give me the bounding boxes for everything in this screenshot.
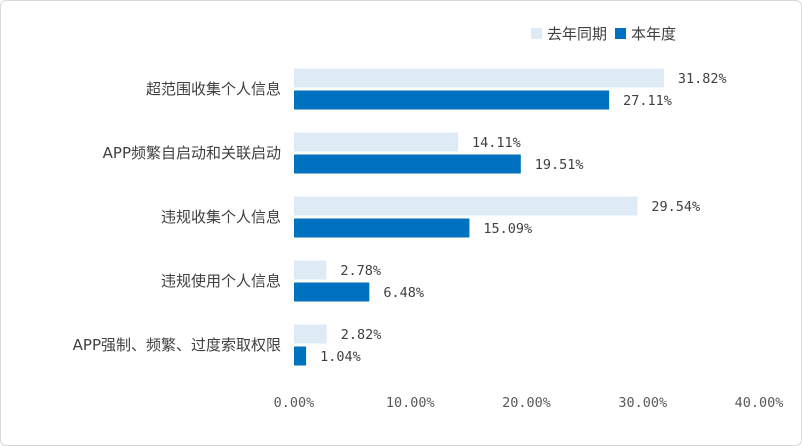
category-label: APP强制、频繁、过度索取权限 bbox=[73, 336, 281, 354]
x-tick-label: 20.00% bbox=[502, 395, 551, 411]
bar-last-year bbox=[294, 132, 459, 152]
category-label: 违规收集个人信息 bbox=[161, 208, 281, 226]
legend: 去年同期 本年度 bbox=[531, 25, 676, 43]
category-label: 超范围收集个人信息 bbox=[146, 80, 281, 98]
bar-this-year bbox=[294, 346, 307, 366]
data-label: 6.48% bbox=[383, 285, 424, 301]
bars bbox=[294, 68, 664, 366]
bar-last-year bbox=[294, 324, 327, 344]
x-tick-label: 40.00% bbox=[735, 395, 784, 411]
bar-this-year bbox=[294, 218, 470, 238]
legend-swatch-last-year bbox=[531, 28, 542, 39]
x-tick-label: 0.00% bbox=[274, 395, 315, 411]
data-label: 31.82% bbox=[678, 71, 727, 87]
bar-this-year bbox=[294, 154, 521, 174]
category-label: APP频繁自启动和关联启动 bbox=[103, 144, 281, 162]
bar-this-year bbox=[294, 282, 370, 302]
data-label: 29.54% bbox=[651, 199, 700, 215]
x-axis-ticks: 0.00% 10.00% 20.00% 30.00% 40.00% bbox=[274, 395, 784, 411]
data-label: 19.51% bbox=[535, 157, 584, 173]
legend-label-this-year: 本年度 bbox=[631, 25, 676, 43]
value-labels: 31.82% 27.11% 14.11% 19.51% 29.54% 15.09% 2.78… bbox=[320, 71, 727, 365]
x-tick-label: 30.00% bbox=[618, 395, 667, 411]
x-tick-label: 10.00% bbox=[386, 395, 435, 411]
legend-swatch-this-year bbox=[615, 28, 626, 39]
data-label: 1.04% bbox=[320, 349, 361, 365]
data-label: 27.11% bbox=[623, 93, 672, 109]
bar-last-year bbox=[294, 68, 664, 88]
bar-last-year bbox=[294, 260, 327, 280]
data-label: 2.82% bbox=[341, 327, 382, 343]
data-label: 15.09% bbox=[483, 221, 532, 237]
bar-last-year bbox=[294, 196, 638, 216]
data-label: 2.78% bbox=[340, 263, 381, 279]
data-label: 14.11% bbox=[472, 135, 521, 151]
bar-this-year bbox=[294, 90, 610, 110]
legend-label-last-year: 去年同期 bbox=[547, 25, 607, 43]
category-label: 违规使用个人信息 bbox=[161, 272, 281, 290]
